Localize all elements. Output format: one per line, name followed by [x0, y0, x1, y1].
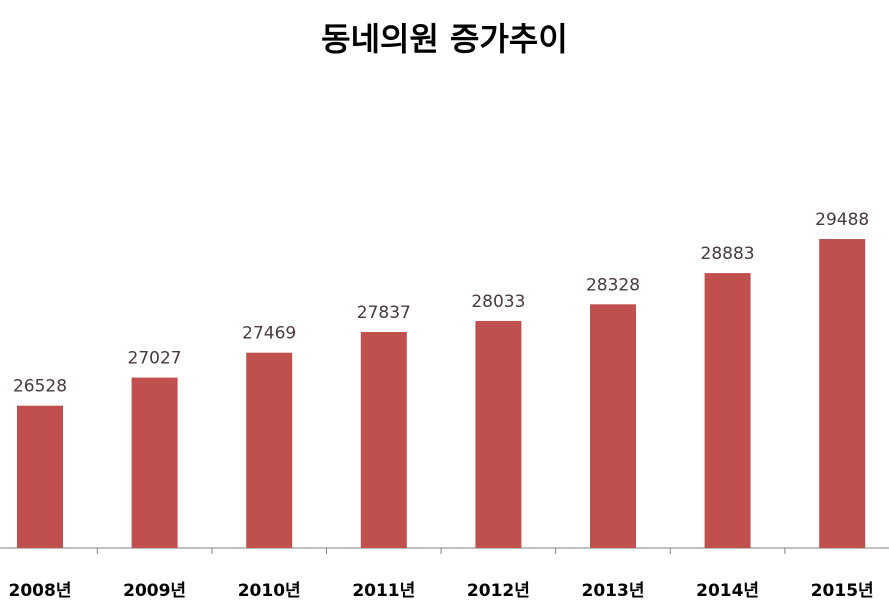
chart-title: 동네의원 증가추이 [321, 20, 568, 58]
bar-2012년 [475, 320, 522, 548]
bar-2009년 [131, 377, 178, 548]
data-label: 26528 [13, 377, 67, 397]
category-label: 2010년 [238, 581, 301, 601]
category-label: 2008년 [9, 581, 72, 601]
bar-2010년 [246, 352, 293, 548]
category-label: 2013년 [582, 581, 645, 601]
bar-2015년 [819, 239, 866, 548]
category-label: 2012년 [467, 581, 530, 601]
data-label: 27837 [357, 303, 411, 323]
bar-2008년 [17, 405, 63, 548]
data-label: 27027 [128, 349, 182, 369]
category-label: 2014년 [696, 581, 759, 601]
data-label: 27469 [242, 324, 296, 344]
category-label: 2011년 [352, 581, 415, 601]
data-label: 29488 [815, 210, 869, 230]
category-label: 2009년 [123, 581, 186, 601]
data-label: 28883 [701, 244, 755, 264]
bar-2011년 [360, 331, 407, 548]
category-label: 2015년 [811, 581, 874, 601]
bar-2014년 [704, 273, 751, 548]
bar-2013년 [590, 304, 636, 548]
data-label: 28328 [586, 275, 640, 295]
data-label: 28033 [471, 292, 525, 312]
